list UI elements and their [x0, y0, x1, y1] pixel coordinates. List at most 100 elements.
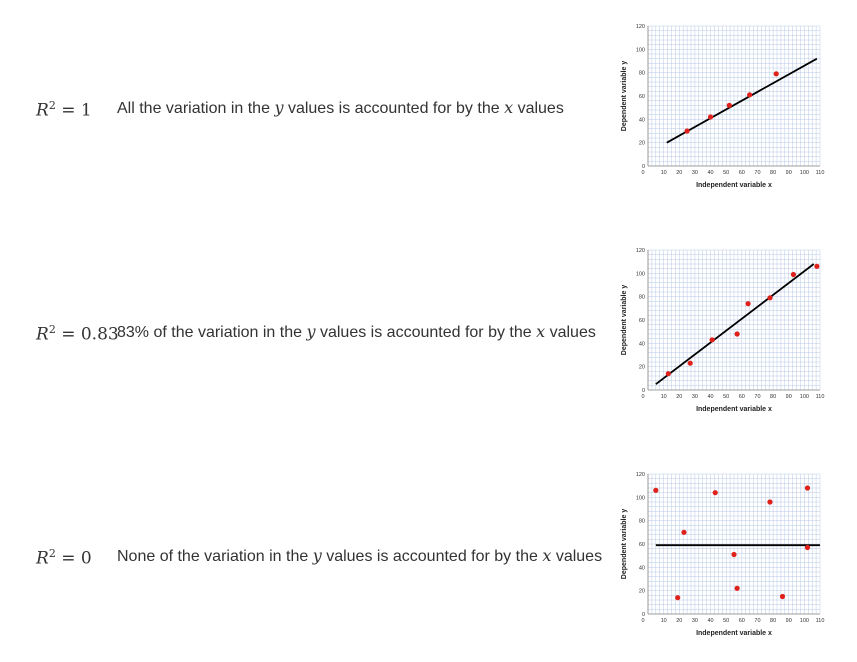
desc-part: values is accounted for by the	[287, 100, 500, 117]
scatter-chart-r2-1: 0 10 20 30 40 50 60 70 80 90 100 110 0 20 40 60 80 100 120…	[621, 24, 825, 189]
x-tick-label: 30	[692, 170, 698, 176]
x-tick-label: 100	[800, 170, 809, 176]
x-tick-label: 110	[816, 618, 825, 624]
data-point	[790, 271, 797, 278]
x-tick-label: 50	[723, 394, 729, 400]
fit-line	[666, 57, 818, 144]
desc-part: values	[517, 100, 564, 117]
x-axis-label: Independent variable x	[696, 406, 772, 413]
x-tick-label: 80	[770, 618, 776, 624]
data-point	[767, 295, 773, 301]
y-axis-label: Dependent variable y	[621, 61, 628, 132]
x-tick-label: 90	[786, 170, 792, 176]
var-y: y	[312, 546, 322, 565]
x-tick-label: 110	[816, 394, 825, 400]
r2-symbol: R	[36, 324, 49, 345]
var-y: y	[274, 98, 284, 117]
r2-description: None of the variation in the y values is…	[117, 546, 602, 566]
row-r2-1: R2 = 1 All the variation in the y values…	[0, 0, 857, 214]
y-tick-label: 120	[636, 248, 645, 254]
data-point	[734, 585, 740, 591]
x-tick-label: 40	[707, 394, 713, 400]
var-x: x	[536, 322, 546, 341]
y-tick-label: 120	[636, 24, 645, 30]
x-tick-label: 40	[707, 170, 713, 176]
data-point	[675, 595, 681, 601]
scatter-chart-r2-0: 0 10 20 30 40 50 60 70 80 90 100 110 0 20 40 60 80 100 120…	[621, 472, 825, 637]
x-tick-label: 50	[723, 170, 729, 176]
x-tick-label: 50	[723, 618, 729, 624]
x-tick-label: 20	[676, 170, 682, 176]
x-tick-label: 90	[786, 618, 792, 624]
x-tick-label: 110	[816, 170, 825, 176]
y-tick-label: 0	[642, 164, 645, 170]
data-point	[687, 360, 693, 366]
x-axis-label: Independent variable x	[696, 630, 772, 637]
data-point	[745, 301, 751, 307]
y-tick-label: 20	[639, 141, 645, 147]
desc-part: All the variation in the	[117, 100, 270, 117]
x-tick-label: 30	[692, 618, 698, 624]
y-tick-label: 120	[636, 472, 645, 478]
data-point	[814, 263, 820, 269]
x-tick-label: 70	[754, 618, 760, 624]
desc-part: 83% of the variation in the	[117, 324, 303, 341]
x-tick-label: 80	[770, 394, 776, 400]
data-point	[804, 544, 811, 551]
y-tick-label: 60	[639, 94, 645, 100]
x-tick-label: 20	[676, 618, 682, 624]
y-tick-label: 60	[639, 542, 645, 548]
desc-part: None of the variation in the	[117, 548, 309, 565]
desc-part: values is accounted for by the	[326, 548, 538, 565]
x-tick-label: 60	[739, 618, 745, 624]
data-point	[684, 128, 690, 134]
row-r2-0: R2 = 0 None of the variation in the y va…	[0, 448, 857, 662]
y-tick-label: 0	[642, 388, 645, 394]
data-point	[681, 529, 687, 535]
r2-value: = 0.83	[61, 324, 119, 345]
r2-label: R2 = 0.83	[36, 323, 119, 345]
r2-symbol: R	[36, 548, 49, 569]
desc-part: values is accounted for by the	[319, 324, 532, 341]
r2-exponent: 2	[48, 323, 56, 336]
var-x: x	[542, 546, 552, 565]
y-tick-label: 60	[639, 318, 645, 324]
data-point	[804, 485, 811, 491]
x-axis-label: Independent variable x	[696, 182, 772, 189]
r2-description: All the variation in the y values is acc…	[117, 98, 564, 118]
data-point	[665, 371, 671, 377]
y-tick-label: 40	[639, 341, 645, 347]
x-tick-label: 0	[641, 618, 644, 624]
x-tick-label: 0	[641, 170, 644, 176]
y-tick-label: 100	[636, 47, 645, 53]
y-tick-label: 40	[639, 565, 645, 571]
x-tick-label: 10	[661, 394, 667, 400]
y-tick-label: 80	[639, 71, 645, 77]
x-tick-label: 60	[739, 394, 745, 400]
r2-value: = 0	[61, 548, 92, 569]
x-tick-label: 70	[754, 394, 760, 400]
r2-label: R2 = 0	[36, 547, 92, 569]
x-tick-label: 0	[641, 394, 644, 400]
var-y: y	[306, 322, 316, 341]
x-tick-label: 30	[692, 394, 698, 400]
desc-part: values	[555, 548, 603, 565]
y-tick-label: 20	[639, 589, 645, 595]
data-point	[709, 337, 715, 343]
data-point	[773, 71, 779, 77]
y-tick-label: 80	[639, 519, 645, 525]
desc-part: values	[549, 324, 596, 341]
r2-label: R2 = 1	[36, 99, 92, 121]
y-tick-label: 80	[639, 295, 645, 301]
x-tick-label: 10	[661, 170, 667, 176]
data-point	[712, 490, 718, 496]
data-point	[731, 551, 737, 558]
y-axis-label: Dependent variable y	[621, 509, 628, 580]
y-tick-label: 100	[636, 495, 645, 501]
data-point	[779, 593, 786, 600]
data-point	[767, 499, 773, 505]
x-tick-label: 100	[800, 618, 809, 624]
x-tick-label: 80	[770, 170, 776, 176]
x-tick-label: 70	[754, 170, 760, 176]
r2-exponent: 2	[48, 547, 56, 560]
